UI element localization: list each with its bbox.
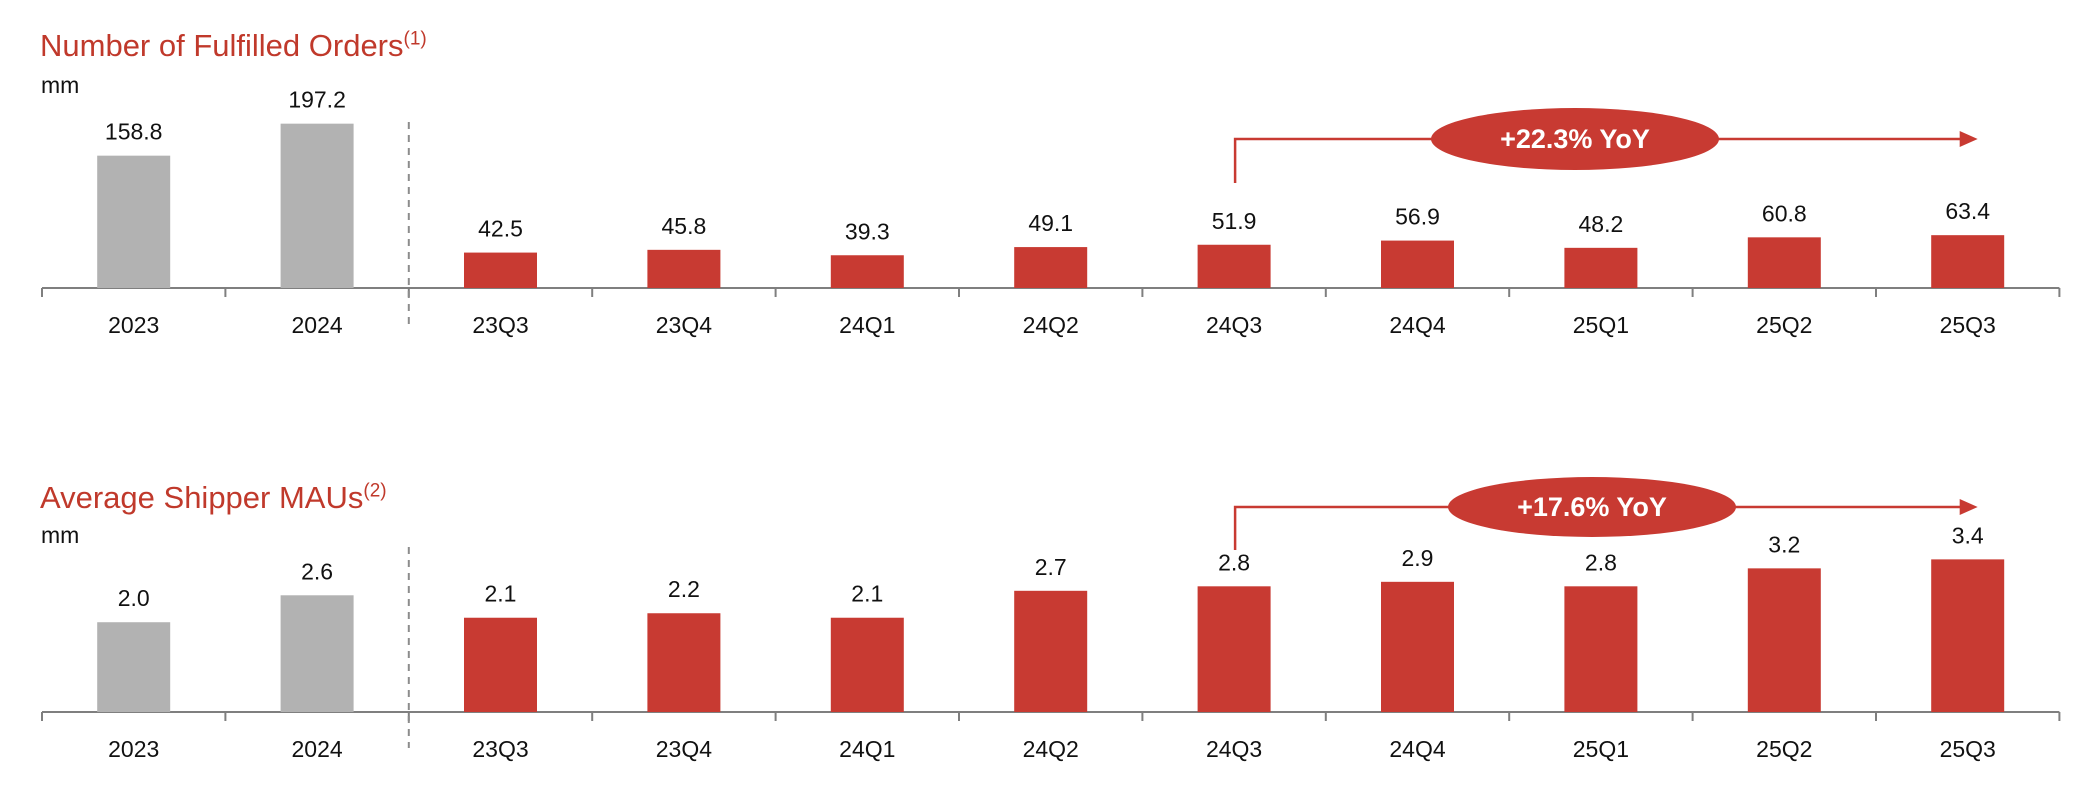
category-label: 24Q3 xyxy=(1206,736,1262,762)
data-label: 51.9 xyxy=(1212,208,1257,234)
bar-2023 xyxy=(97,622,171,712)
bar-25Q1 xyxy=(1564,586,1638,712)
data-label: 49.1 xyxy=(1028,210,1073,236)
footnote-marker: (1) xyxy=(403,28,427,50)
data-label: 158.8 xyxy=(105,119,163,145)
yoy-badge-text: +17.6% YoY xyxy=(1517,492,1667,522)
bar-2024 xyxy=(280,595,354,712)
data-label: 197.2 xyxy=(288,87,346,113)
bar-23Q4 xyxy=(647,613,721,712)
category-label: 2023 xyxy=(108,736,159,762)
category-label: 25Q1 xyxy=(1573,312,1629,338)
yoy-badge xyxy=(1448,477,1736,537)
data-label: 2.1 xyxy=(485,581,517,607)
data-label: 2.7 xyxy=(1035,554,1067,580)
category-label: 2024 xyxy=(292,736,343,762)
chart-title: Number of Fulfilled Orders(1) xyxy=(40,28,427,64)
category-label: 23Q3 xyxy=(472,736,528,762)
bar-24Q3 xyxy=(1197,586,1271,712)
category-label: 23Q3 xyxy=(472,312,528,338)
bar-25Q1 xyxy=(1564,247,1638,288)
bar-25Q3 xyxy=(1931,559,2005,712)
data-label: 3.4 xyxy=(1952,522,1984,548)
data-label: 63.4 xyxy=(1945,198,1990,224)
bar-2023 xyxy=(97,155,171,288)
category-label: 24Q4 xyxy=(1389,312,1445,338)
data-label: 2.2 xyxy=(668,576,700,602)
chart-title-text: Average Shipper MAUs xyxy=(40,480,364,515)
data-label: 3.2 xyxy=(1768,531,1800,557)
category-label: 25Q3 xyxy=(1940,312,1996,338)
data-label: 48.2 xyxy=(1579,211,1624,237)
shipper-maus-chart: 2.0 2023 2.6 2024 2.1 23Q3 2.2 23Q4 2.1 24Q1 2.7 24… xyxy=(41,477,2061,762)
category-label: 24Q1 xyxy=(839,312,895,338)
data-label: 39.3 xyxy=(845,218,890,244)
category-label: 25Q2 xyxy=(1756,312,1812,338)
bar-2024 xyxy=(280,123,354,289)
category-label: 24Q3 xyxy=(1206,312,1262,338)
yoy-badge-text: +22.3% YoY xyxy=(1500,124,1650,154)
chart-title: Average Shipper MAUs(2) xyxy=(40,480,387,516)
unit-label: mm xyxy=(41,522,80,548)
category-label: 24Q2 xyxy=(1023,312,1079,338)
category-label: 25Q2 xyxy=(1756,736,1812,762)
data-label: 2.0 xyxy=(118,585,150,611)
category-label: 23Q4 xyxy=(656,736,712,762)
footnote-marker: (2) xyxy=(363,480,387,502)
bar-24Q3 xyxy=(1197,244,1271,288)
fulfilled-orders-chart: 158.8 2023 197.2 2024 42.5 23Q3 45.8 23Q4 39.3 24… xyxy=(41,87,2061,338)
data-label: 60.8 xyxy=(1762,200,1807,226)
fulfilled-orders-panel: Number of Fulfilled Orders(1) mm 158.8 20… xyxy=(40,28,2061,338)
bar-24Q4 xyxy=(1381,581,1454,712)
data-label: 45.8 xyxy=(662,213,707,239)
category-label: 25Q1 xyxy=(1573,736,1629,762)
bar-24Q1 xyxy=(830,617,904,712)
bar-24Q2 xyxy=(1014,247,1088,288)
unit-label: mm xyxy=(41,72,80,98)
bar-25Q2 xyxy=(1747,237,1821,288)
bar-23Q3 xyxy=(464,617,537,712)
category-label: 23Q4 xyxy=(656,312,712,338)
data-label: 2.9 xyxy=(1402,545,1434,571)
data-label: 2.1 xyxy=(851,581,883,607)
yoy-arrow-head xyxy=(1959,499,1978,515)
data-label: 2.8 xyxy=(1585,549,1617,575)
category-label: 24Q4 xyxy=(1389,736,1445,762)
category-label: 2023 xyxy=(108,312,159,338)
bar-24Q4 xyxy=(1381,240,1454,288)
category-label: 24Q1 xyxy=(839,736,895,762)
data-label: 2.8 xyxy=(1218,549,1250,575)
category-label: 2024 xyxy=(292,312,343,338)
bar-25Q3 xyxy=(1931,235,2005,288)
bar-23Q4 xyxy=(647,249,721,288)
shipper-maus-panel: Average Shipper MAUs(2) mm 2.0 2023 2.6 202… xyxy=(0,395,2090,790)
data-label: 42.5 xyxy=(478,216,523,242)
bar-24Q2 xyxy=(1014,590,1088,712)
bar-24Q1 xyxy=(830,255,904,288)
yoy-badge xyxy=(1431,108,1719,170)
bar-25Q2 xyxy=(1747,568,1821,712)
yoy-arrow-head xyxy=(1959,131,1978,147)
bar-23Q3 xyxy=(464,252,537,288)
category-label: 24Q2 xyxy=(1023,736,1079,762)
chart-title-text: Number of Fulfilled Orders xyxy=(40,28,404,63)
data-label: 56.9 xyxy=(1395,204,1440,230)
yoy-arrow-line xyxy=(1233,137,1962,183)
data-label: 2.6 xyxy=(301,558,333,584)
category-label: 25Q3 xyxy=(1940,736,1996,762)
